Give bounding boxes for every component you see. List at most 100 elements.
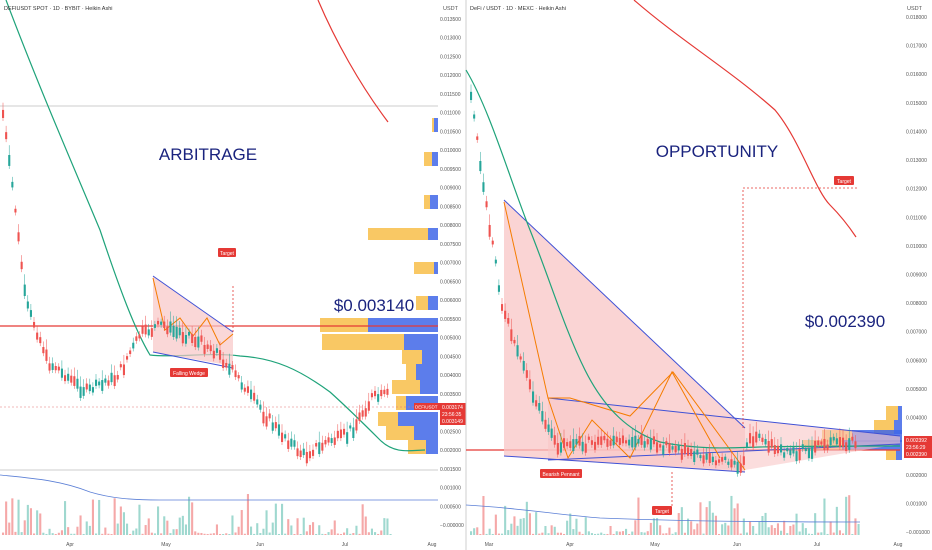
right-candle bbox=[547, 424, 550, 432]
right-volume-bar bbox=[758, 521, 761, 535]
left-volume-bar bbox=[29, 508, 32, 535]
left-profile-bar bbox=[406, 364, 416, 380]
left-volume-bar bbox=[150, 532, 153, 535]
left-candle bbox=[91, 387, 94, 393]
left-candle bbox=[147, 329, 150, 336]
left-volume-bar bbox=[228, 533, 231, 535]
left-profile-bar bbox=[428, 296, 438, 310]
right-candle bbox=[603, 435, 606, 441]
left-y-tick: 0.002000 bbox=[440, 448, 461, 454]
left-volume-bar bbox=[116, 523, 119, 535]
right-candle bbox=[699, 455, 702, 459]
right-candle bbox=[749, 433, 752, 444]
left-candle bbox=[324, 439, 327, 445]
right-candle bbox=[600, 436, 603, 445]
right-volume-bar bbox=[497, 533, 500, 535]
right-candle bbox=[705, 453, 708, 460]
right-volume-bar bbox=[696, 523, 699, 535]
left-candle bbox=[231, 365, 234, 370]
right-pattern-tag: Bearish Pennant bbox=[540, 469, 582, 478]
left-candle bbox=[48, 363, 51, 371]
left-candle bbox=[265, 416, 268, 427]
right-candle bbox=[631, 437, 634, 448]
left-volume-bar bbox=[274, 503, 277, 535]
left-volume-bar bbox=[166, 520, 169, 535]
left-volume-bar bbox=[339, 533, 342, 535]
right-volume-bar bbox=[677, 513, 680, 535]
left-y-tick: 0.008000 bbox=[440, 223, 461, 229]
right-volume-bar bbox=[550, 525, 553, 535]
left-candle bbox=[67, 373, 70, 381]
left-candle bbox=[327, 437, 330, 443]
right-volume-bar bbox=[693, 529, 696, 535]
left-candle bbox=[377, 394, 380, 402]
right-volume-bar bbox=[482, 496, 485, 535]
left-candle bbox=[367, 401, 370, 411]
right-volume-bar bbox=[835, 506, 838, 535]
right-candle bbox=[590, 440, 593, 445]
left-y-tick: 0.006500 bbox=[440, 279, 461, 285]
left-candle bbox=[88, 384, 91, 392]
left-pattern-tag: Falling Wedge bbox=[170, 368, 208, 377]
left-volume-ma-line bbox=[0, 474, 438, 501]
left-candle bbox=[383, 389, 386, 395]
left-candle bbox=[98, 381, 101, 386]
left-candle bbox=[29, 310, 32, 317]
left-volume-bar bbox=[333, 520, 336, 535]
right-volume-bar bbox=[488, 528, 491, 535]
left-candle bbox=[141, 326, 144, 334]
left-candle bbox=[110, 372, 113, 383]
left-tag-price: 0.003174 bbox=[442, 405, 463, 411]
left-candle bbox=[160, 321, 163, 325]
right-volume-bar bbox=[625, 528, 628, 535]
right-volume-bar bbox=[857, 523, 860, 535]
left-volume-bar bbox=[386, 518, 389, 535]
right-price-label: $0.002390 bbox=[805, 312, 885, 331]
right-y-tick: 0.002000 bbox=[906, 473, 927, 479]
right-volume-bar bbox=[587, 531, 590, 535]
left-y-tick: 0.003500 bbox=[440, 392, 461, 398]
right-candle bbox=[714, 460, 717, 466]
right-candle bbox=[730, 459, 733, 468]
right-candle bbox=[550, 428, 553, 438]
left-candle bbox=[352, 427, 355, 439]
right-volume-bar bbox=[618, 531, 621, 535]
right-volume-bar bbox=[842, 533, 845, 535]
left-candle bbox=[135, 336, 138, 341]
left-profile-bar bbox=[424, 195, 430, 209]
left-volume-bar bbox=[308, 524, 311, 535]
left-volume-bar bbox=[119, 506, 122, 535]
right-candle bbox=[522, 360, 525, 371]
left-volume-bar bbox=[172, 529, 175, 535]
left-candle bbox=[175, 326, 178, 339]
right-volume-bar bbox=[606, 533, 609, 535]
right-candle bbox=[473, 114, 476, 119]
right-volume-bar bbox=[773, 527, 776, 535]
left-volume-bar bbox=[312, 522, 315, 535]
left-candle bbox=[364, 408, 367, 417]
right-ma-red bbox=[633, 0, 857, 238]
left-y-tick: −0.000000 bbox=[440, 523, 464, 529]
left-volume-bar bbox=[101, 533, 104, 535]
right-x-tick: May bbox=[650, 542, 660, 548]
right-volume-bar bbox=[563, 533, 566, 535]
left-profile-bar bbox=[428, 228, 438, 240]
left-profile-bar bbox=[402, 350, 422, 364]
left-volume-bar bbox=[259, 533, 262, 535]
left-candle bbox=[262, 411, 265, 424]
right-x-tick: Aug bbox=[894, 542, 903, 548]
right-candle bbox=[559, 442, 562, 453]
left-volume-bar bbox=[293, 533, 296, 535]
left-volume-bar bbox=[91, 499, 94, 535]
right-candle bbox=[835, 438, 838, 445]
right-volume-bar bbox=[761, 516, 764, 535]
right-y-tick: 0.001000 bbox=[906, 501, 927, 507]
left-candle bbox=[129, 350, 132, 355]
right-volume-bar bbox=[826, 533, 829, 535]
left-candle bbox=[308, 451, 311, 459]
left-volume-bar bbox=[85, 521, 88, 535]
right-volume-bar bbox=[798, 531, 801, 535]
right-y-tick: 0.015000 bbox=[906, 101, 927, 107]
right-candle bbox=[770, 439, 773, 448]
left-profile-bar bbox=[424, 152, 432, 166]
